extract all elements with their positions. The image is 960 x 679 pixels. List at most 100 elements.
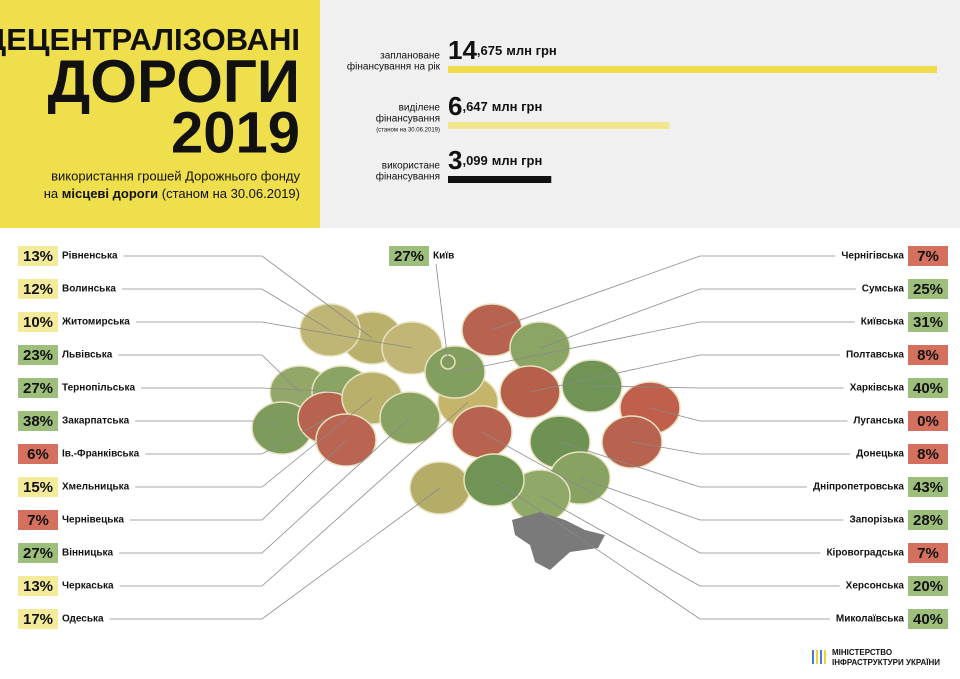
region-value: 8% [917,446,939,463]
badge [908,576,948,596]
region-name: Житомирська [61,317,130,328]
region-value: 43% [913,479,943,496]
leader-line [145,417,329,455]
badge [908,609,948,629]
logo-text: МІНІСТЕРСТВО [832,648,892,657]
region-name: Вінницька [62,548,114,559]
leader-line [579,477,844,521]
region-value: 7% [917,248,939,265]
region-value: 25% [913,281,943,298]
leader-line [631,441,851,455]
badge [908,543,948,563]
amount-rest: ,675 [477,43,502,58]
region-name: Черкаська [62,581,114,592]
region-name: Київ [433,251,454,262]
leader-line [591,385,844,389]
region-value: 6% [27,446,49,463]
funding-label: (станом на 30.06.2019) [376,128,440,134]
region-value: 40% [913,611,943,628]
funding-label: фінансування на рік [347,61,441,73]
leader-line [491,255,836,331]
region-name: Кіровоградська [826,548,904,559]
funding-amount: 14,675 млн грн [448,35,557,65]
title: ДЕЦЕНТРАЛІЗОВАНІ [0,22,300,57]
region-value: 0% [917,413,939,430]
region-value: 12% [23,281,53,298]
funding-label: фінансування [376,171,440,183]
leader-line [135,321,413,349]
title-panel [0,0,320,228]
badge [18,609,58,629]
region-value: 13% [23,578,53,595]
region-name: Одеська [62,614,104,625]
leader-lines [109,255,856,620]
badge [908,477,948,497]
region-name: Тернопільська [62,383,135,394]
amount-whole: 6 [448,91,462,121]
leader-line [141,387,343,393]
region-value: 31% [913,314,943,331]
crimea [512,512,605,570]
leader-line [135,420,283,429]
badge [908,246,948,266]
leader-line [559,441,808,488]
badge [908,345,948,365]
title: ДОРОГИ [48,48,300,115]
funding-label: фінансування [376,113,440,125]
region-value: 7% [27,512,49,529]
region-name: Чернігівська [841,251,904,262]
leader-line [129,439,347,521]
badge [908,312,948,332]
badge [18,576,58,596]
region-name: Львівська [62,350,113,361]
region-name: Київська [861,317,905,328]
region-name: Чернівецька [62,515,124,526]
funding-amount: 3,099 млн грн [448,145,542,175]
region-value: 38% [23,413,53,430]
logo-text: ІНФРАСТРУКТУРИ УКРАЇНИ [832,658,940,667]
region-value: 27% [394,248,424,265]
region-value: 7% [917,545,939,562]
badge [908,378,948,398]
badge [908,510,948,530]
leader-line [119,401,469,587]
amount-rest: ,099 [462,153,487,168]
region-name: Херсонська [846,581,905,592]
region-value: 13% [23,248,53,265]
leader-line [539,288,856,349]
leader-line [118,354,301,393]
region-name: Миколаївська [836,614,905,625]
amount-whole: 3 [448,145,462,175]
badge [18,543,58,563]
funding-amount: 6,647 млн грн [448,91,542,121]
region-value: 27% [23,545,53,562]
subtitle-part: на [44,186,62,201]
badge [18,246,58,266]
region-value: 23% [23,347,53,364]
funding-panel [320,0,960,228]
region-name: Хмельницька [62,482,130,493]
badge [18,312,58,332]
badge [908,279,948,299]
region-value: 20% [913,578,943,595]
region-name: Закарпатська [62,416,130,427]
leader-line [481,431,821,554]
leader-line [119,417,411,554]
leader-line [123,255,373,339]
badge [18,279,58,299]
amount-unit: млн грн [492,153,543,168]
badge [18,477,58,497]
leader-line [539,495,840,587]
badge [18,510,58,530]
leader-line [435,263,449,363]
leader-line [109,487,441,620]
funding-bar [448,122,670,129]
leader-line [649,407,848,422]
funding-bar [448,176,552,183]
funding-label: використане [382,161,441,172]
logo: МІНІСТЕРСТВО ІНФРАСТРУКТУРИ УКРАЇНИ [812,648,940,667]
region-name: Рівненська [62,251,118,262]
region-name: Дніпропетровська [813,482,904,493]
amount-rest: ,647 [462,99,487,114]
region-name: Сумська [862,284,905,295]
